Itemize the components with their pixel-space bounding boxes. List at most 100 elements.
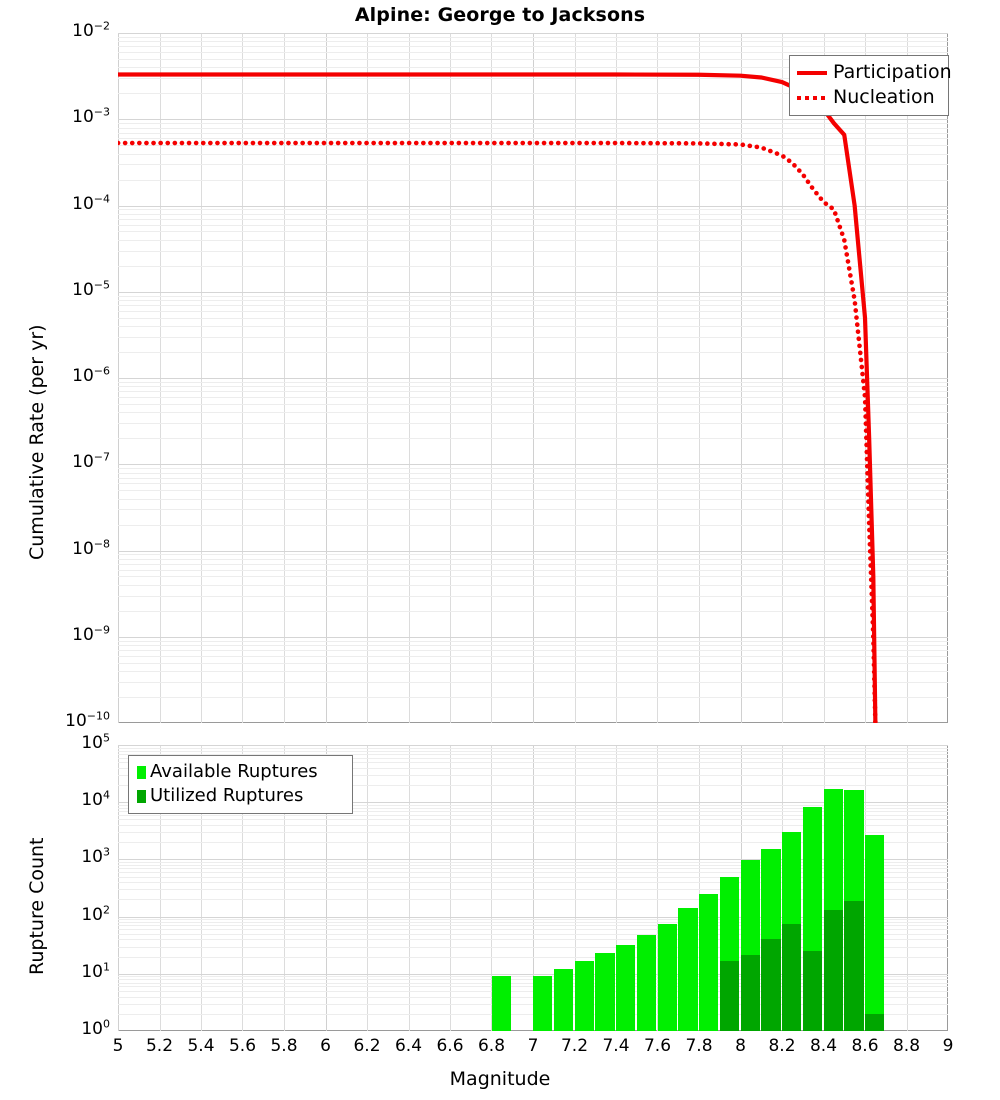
y-tick-label: 104 xyxy=(81,788,110,811)
bar-available-ruptures xyxy=(636,935,656,1031)
gridline-horizontal xyxy=(118,745,948,746)
y-tick-label: 10−7 xyxy=(72,450,110,473)
bar-utilized-ruptures xyxy=(865,1013,885,1031)
gridline-horizontal xyxy=(118,123,948,124)
gridline-horizontal xyxy=(118,576,948,577)
gridline-horizontal xyxy=(118,645,948,646)
bar-available-ruptures xyxy=(491,976,511,1031)
y-tick-label: 100 xyxy=(81,1017,110,1039)
y-tick-label: 102 xyxy=(81,902,110,925)
gridline-horizontal xyxy=(118,93,948,94)
bar-utilized-ruptures xyxy=(782,924,802,1031)
x-tick-label: 6.4 xyxy=(394,1036,423,1056)
gridline-vertical xyxy=(616,745,617,1031)
gridline-vertical xyxy=(450,745,451,1031)
gridline-horizontal xyxy=(118,859,948,860)
bar-utilized-ruptures xyxy=(844,900,864,1031)
gridline-horizontal xyxy=(118,641,948,642)
legend-item: Utilized Ruptures xyxy=(135,784,345,808)
gridline-horizontal xyxy=(118,671,948,672)
y-tick-label: 10−5 xyxy=(72,278,110,300)
top-gridlines xyxy=(118,33,948,723)
bar-available-ruptures xyxy=(678,908,698,1031)
gridline-horizontal xyxy=(118,509,948,510)
gridline-horizontal xyxy=(118,490,948,491)
gridline-horizontal xyxy=(118,464,948,465)
gridline-horizontal xyxy=(118,872,948,873)
gridline-horizontal xyxy=(118,119,948,120)
y-tick-label: 10−8 xyxy=(72,536,110,559)
legend-item: Participation xyxy=(796,60,952,85)
x-tick-label: 7.2 xyxy=(560,1036,589,1056)
gridline-horizontal xyxy=(118,882,948,883)
gridline-horizontal xyxy=(118,758,948,759)
y-tick-label: 10−6 xyxy=(72,364,110,386)
gridline-horizontal xyxy=(118,311,948,312)
x-tick-label: 5.6 xyxy=(228,1036,257,1056)
legend-label: Nucleation xyxy=(833,86,935,108)
gridline-horizontal xyxy=(118,585,948,586)
x-tick-label: 6.6 xyxy=(436,1036,464,1056)
gridline-horizontal xyxy=(118,478,948,479)
gridline-horizontal xyxy=(118,78,948,79)
x-tick-label: 5.8 xyxy=(270,1036,298,1056)
gridline-horizontal xyxy=(118,128,948,129)
gridline-horizontal xyxy=(118,33,948,34)
bottom-legend: Available Ruptures Utilized Ruptures xyxy=(128,755,353,814)
gridline-vertical xyxy=(326,745,327,1031)
gridline-horizontal xyxy=(118,240,948,241)
gridline-horizontal xyxy=(118,138,948,139)
gridline-horizontal xyxy=(118,819,948,820)
gridline-horizontal xyxy=(118,947,948,948)
gridline-horizontal xyxy=(118,663,948,664)
gridline-horizontal xyxy=(118,154,948,155)
series-line-participation xyxy=(118,72,878,723)
gridline-horizontal xyxy=(118,877,948,878)
legend-label: Available Ruptures xyxy=(150,761,318,782)
y-tick-label: 10−4 xyxy=(72,191,110,214)
solid-line-icon xyxy=(796,70,828,75)
gridline-vertical xyxy=(201,745,202,1031)
gridline-horizontal xyxy=(118,214,948,215)
gridline-horizontal xyxy=(118,473,948,474)
gridline-horizontal xyxy=(118,656,948,657)
gridline-horizontal xyxy=(118,751,948,752)
gridline-horizontal xyxy=(118,525,948,526)
gridline-horizontal xyxy=(118,386,948,387)
gridline-horizontal xyxy=(118,133,948,134)
top-legend: Participation Nucleation xyxy=(789,55,952,116)
gridline-horizontal xyxy=(118,922,948,923)
gridline-horizontal xyxy=(118,934,948,935)
gridline-horizontal xyxy=(118,337,948,338)
bar-available-ruptures xyxy=(865,834,885,1031)
gridline-horizontal xyxy=(118,775,948,776)
gridline-vertical xyxy=(242,745,243,1031)
bar-available-ruptures xyxy=(574,960,594,1031)
gridline-horizontal xyxy=(118,808,948,809)
color-swatch-icon xyxy=(135,765,147,779)
gridline-vertical xyxy=(657,745,658,1031)
gridline-horizontal xyxy=(118,650,948,651)
x-tick-label: 9 xyxy=(942,1036,954,1056)
series-line-nucleation xyxy=(118,140,878,723)
gridline-horizontal xyxy=(118,889,948,890)
gridline-horizontal xyxy=(118,391,948,392)
x-tick-label: 6.2 xyxy=(353,1036,381,1056)
gridline-horizontal xyxy=(118,762,948,763)
gridline-horizontal xyxy=(118,37,948,38)
x-tick-label: 8.8 xyxy=(892,1036,921,1056)
gridline-horizontal xyxy=(118,551,948,552)
bar-utilized-ruptures xyxy=(719,960,739,1031)
gridline-horizontal xyxy=(118,404,948,405)
cumulative-rate-chart xyxy=(118,33,948,723)
gridline-horizontal xyxy=(118,637,948,638)
x-tick-label: 6.8 xyxy=(477,1036,506,1056)
gridline-horizontal xyxy=(118,352,948,353)
x-tick-label: 8.2 xyxy=(768,1036,796,1056)
top-data-layer xyxy=(118,33,948,723)
gridline-vertical xyxy=(533,745,534,1031)
page-title: Alpine: George to Jacksons xyxy=(354,4,646,26)
bar-available-ruptures xyxy=(657,923,677,1031)
x-tick-label: 5.4 xyxy=(187,1036,215,1056)
